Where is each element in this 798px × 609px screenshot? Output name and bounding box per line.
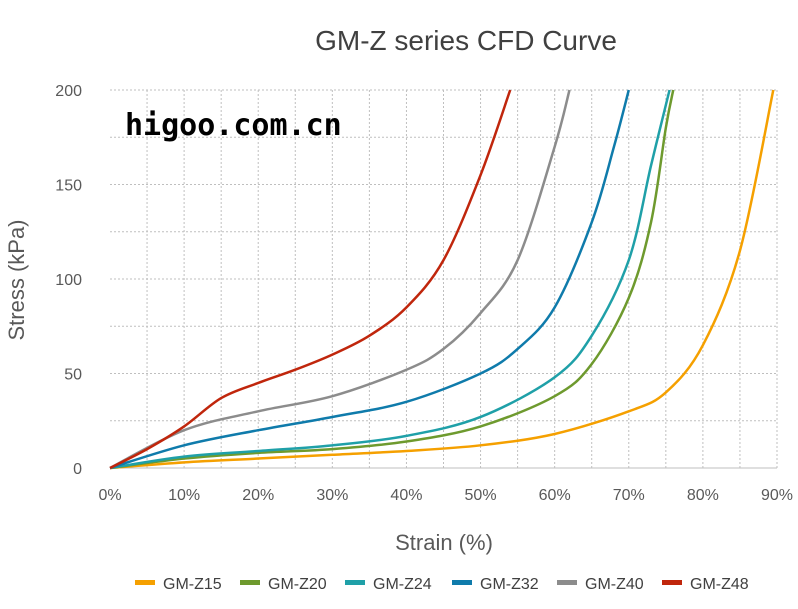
- legend: GM-Z15 GM-Z20 GM-Z24 GM-Z32 GM-Z40 GM-Z48: [135, 576, 749, 593]
- series-line-gm-z48: [109, 89, 512, 470]
- legend-label: GM-Z48: [690, 576, 749, 593]
- series-line-gm-z40: [109, 89, 571, 470]
- series-lines: [109, 89, 775, 470]
- legend-swatch: [662, 580, 682, 585]
- series-line-gm-z15: [109, 89, 775, 470]
- x-tick-label: 0%: [98, 487, 121, 504]
- x-tick-label: 60%: [539, 487, 571, 504]
- legend-label: GM-Z32: [480, 576, 539, 593]
- x-tick-label: 40%: [390, 487, 422, 504]
- x-tick-label: 90%: [761, 487, 793, 504]
- x-axis-label: Strain (%): [395, 530, 493, 555]
- ticks: 0% 10% 20% 30% 40% 50% 60% 70% 80% 90% 0 50 100 150 20…: [55, 83, 793, 504]
- legend-label: GM-Z40: [585, 576, 644, 593]
- series-line-gm-z32: [109, 89, 630, 470]
- x-tick-label: 50%: [465, 487, 497, 504]
- legend-label: GM-Z24: [373, 576, 432, 593]
- x-tick-label: 20%: [242, 487, 274, 504]
- legend-swatch: [135, 580, 155, 585]
- y-tick-label: 150: [55, 178, 82, 195]
- chart-title: GM-Z series CFD Curve: [315, 25, 617, 56]
- legend-swatch: [557, 580, 577, 585]
- series-line-gm-z20: [109, 89, 675, 470]
- legend-label: GM-Z15: [163, 576, 222, 593]
- grid: [110, 89, 778, 469]
- x-tick-label: 70%: [613, 487, 645, 504]
- series-line-gm-z24: [109, 89, 671, 470]
- legend-swatch: [240, 580, 260, 585]
- y-tick-label: 50: [64, 367, 82, 384]
- y-tick-label: 0: [73, 461, 82, 478]
- y-axis-label: Stress (kPa): [4, 219, 29, 340]
- legend-swatch: [345, 580, 365, 585]
- y-tick-label: 200: [55, 83, 82, 100]
- x-tick-label: 80%: [687, 487, 719, 504]
- x-tick-label: 30%: [316, 487, 348, 504]
- legend-swatch: [452, 580, 472, 585]
- y-tick-label: 100: [55, 272, 82, 289]
- legend-label: GM-Z20: [268, 576, 327, 593]
- watermark: higoo.com.cn: [125, 108, 342, 143]
- x-tick-label: 10%: [168, 487, 200, 504]
